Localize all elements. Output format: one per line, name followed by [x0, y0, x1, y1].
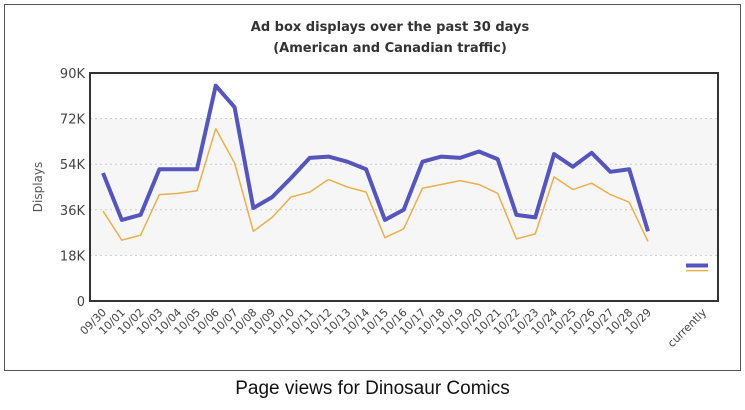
chart-subtitle: (American and Canadian traffic): [273, 41, 507, 56]
y-tick-label: 0: [77, 295, 85, 310]
chart-frame: [4, 4, 741, 371]
y-tick-label: 54K: [60, 158, 86, 173]
x-tick-label-current: currently: [665, 306, 709, 350]
y-tick-label: 72K: [60, 113, 86, 128]
shaded-band: [90, 118, 718, 256]
y-tick-label: 18K: [60, 249, 86, 264]
series-line-1: [102, 127, 649, 242]
y-axis-label: Displays: [31, 162, 45, 212]
y-tick-label: 36K: [60, 204, 86, 219]
chart-title: Ad box displays over the past 30 days: [251, 20, 530, 35]
y-tick-label: 90K: [60, 67, 86, 82]
plot-border: [89, 72, 719, 302]
series-line-0: [101, 83, 650, 232]
line-chart: Ad box displays over the past 30 days (Am…: [31, 20, 719, 350]
caption: Page views for Dinosaur Comics: [235, 378, 510, 399]
